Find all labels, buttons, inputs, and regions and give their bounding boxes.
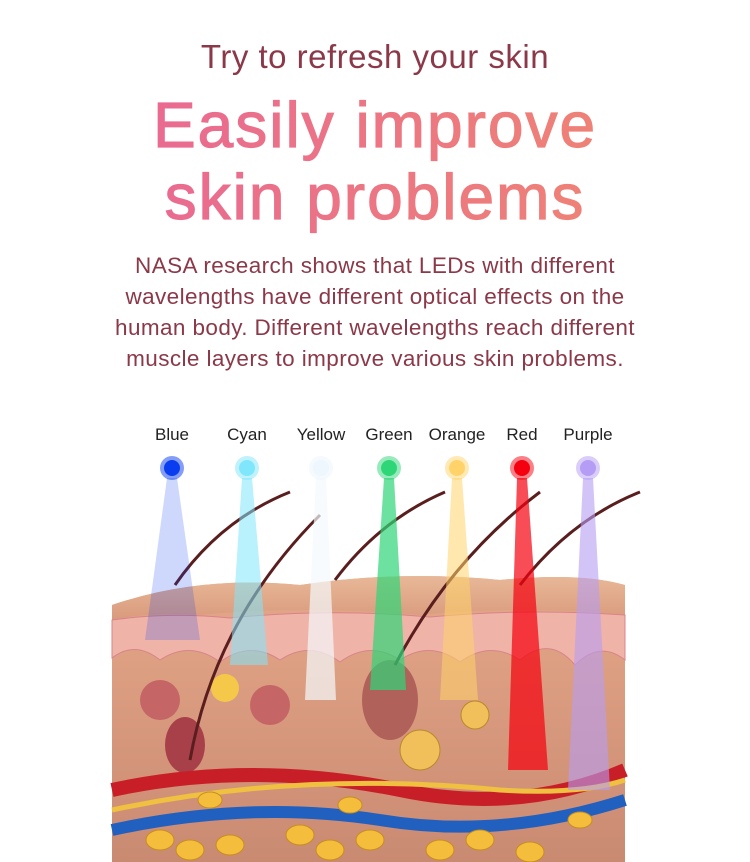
light-label-blue: Blue (154, 425, 190, 444)
light-label-green: Green (365, 425, 413, 444)
sweat-gland (250, 685, 290, 725)
beam-cyan (230, 478, 268, 665)
beam-green (370, 478, 406, 690)
nerve-ending (460, 700, 490, 730)
title-line-2: skin problems (0, 160, 750, 234)
fat-cluster (211, 674, 239, 702)
light-label-orange: Orange (428, 425, 486, 444)
vein (110, 794, 627, 836)
beam-yellow (305, 478, 336, 700)
description: NASA research shows that LEDs with diffe… (115, 253, 635, 371)
sweat-gland (140, 680, 180, 720)
light-label-cyan: Cyan (227, 425, 267, 444)
fat-layer (145, 791, 593, 862)
light-beams (145, 478, 610, 790)
beam-blue (145, 478, 200, 640)
light-label-purple: Purple (563, 425, 613, 444)
nerve-ending (399, 729, 441, 771)
beam-red (508, 478, 548, 770)
subtitle: Try to refresh your skin (200, 38, 550, 75)
led-dots (160, 456, 600, 480)
title-line-1: Easily improve (0, 88, 750, 162)
beam-orange (440, 478, 478, 700)
beam-purple (568, 478, 610, 790)
light-label-red: Red (506, 425, 538, 444)
light-label-yellow: Yellow (296, 425, 346, 444)
